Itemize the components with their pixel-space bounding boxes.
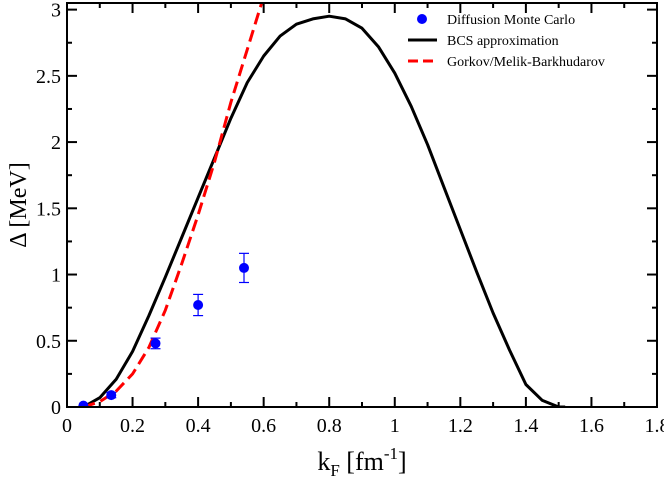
plot-area (78, 3, 566, 407)
legend: Diffusion Monte Carlo BCS approximation … (408, 13, 605, 70)
legend-label-dmc: Diffusion Monte Carlo (447, 13, 575, 28)
x-tick-label: 1.2 (448, 415, 473, 437)
data-point (106, 390, 117, 401)
y-tick-label: 2.5 (36, 66, 61, 88)
data-point (239, 262, 249, 273)
x-tick-label: 1.8 (645, 415, 664, 437)
data-point (150, 338, 161, 349)
x-tick-label: 0.4 (186, 415, 211, 437)
x-tick-label: 0 (62, 415, 72, 437)
y-tick-label: 1.5 (36, 198, 61, 220)
y-tick-label: 2 (51, 132, 61, 154)
y-axis-title: Δ [MeV] (6, 162, 32, 247)
x-axis-title: kF [fm-1] (317, 444, 406, 480)
x-tick-label: 1.6 (579, 415, 604, 437)
y-tick-label: 0 (51, 397, 61, 419)
axis-ticks: 0 0.2 0.4 0.6 0.8 1 1.2 1.4 1.6 1.8 0 0.5 1 1.5 2 2.5 3 (36, 0, 664, 437)
y-tick-label: 3 (51, 0, 61, 22)
x-tick-label: 0.8 (317, 415, 342, 437)
legend-label-bcs: BCS approximation (447, 34, 559, 49)
x-tick-label: 0.6 (251, 415, 276, 437)
data-point (193, 300, 204, 311)
y-tick-label: 1 (51, 265, 61, 287)
y-tick-label: 0.5 (36, 331, 61, 353)
x-tick-label: 0.2 (120, 415, 145, 437)
data-point (78, 400, 89, 407)
x-tick-label: 1 (390, 415, 400, 437)
legend-marker-dmc (417, 14, 427, 24)
legend-label-gmb: Gorkov/Melik-Barkhudarov (447, 55, 605, 70)
x-tick-label: 1.4 (513, 415, 538, 437)
series-line-1 (82, 14, 566, 407)
